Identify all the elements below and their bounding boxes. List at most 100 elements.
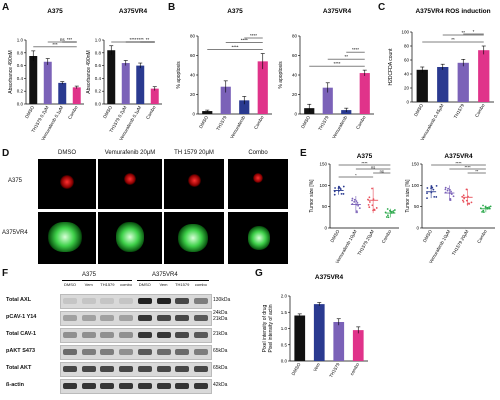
blot-band	[156, 349, 171, 355]
blot-band	[193, 298, 208, 304]
sig-label: *	[473, 29, 475, 34]
chart-a-a375: A375 Absorbance 490nM 0.0 0.2 0.4 0.6 0.8 1.0 DM…	[8, 8, 84, 141]
sig-label: ns	[380, 169, 384, 174]
data-point	[334, 187, 336, 189]
sig-label: ****	[361, 161, 368, 166]
sig-label: **	[451, 37, 455, 42]
blot-band	[137, 349, 152, 355]
y-tick-label: 0.6	[95, 63, 102, 68]
blot-band	[119, 332, 134, 338]
data-point	[465, 199, 468, 202]
x-tick-label: DMSO	[300, 115, 311, 130]
panel-letter-b: B	[168, 2, 176, 13]
y-tick-label: 0	[324, 226, 327, 231]
chart-title: A375VR4	[119, 8, 148, 15]
panel-d-microscopy: DMSO Vemurafenib 20μM TH 1579 20μM Combo…	[0, 150, 300, 268]
bar	[333, 322, 345, 361]
x-tick-label: DMSO	[198, 115, 209, 130]
panel-letter-d: D	[2, 148, 10, 159]
blot-band	[100, 349, 115, 355]
y-axis-label: Pixel intensity of actin	[268, 304, 274, 352]
group-label-a375vr4: A375VR4	[152, 272, 178, 278]
sig-label: ****	[250, 33, 257, 38]
y-tick-label: 100	[319, 183, 327, 188]
data-point	[375, 207, 378, 209]
blot-band	[63, 349, 77, 355]
y-tick-label: 150	[319, 162, 327, 167]
data-point	[392, 210, 395, 212]
bar	[352, 330, 364, 361]
blot-row-label: pCAV-1 Y14	[6, 314, 37, 320]
blot-band	[81, 366, 96, 372]
bar	[220, 86, 231, 114]
blot-strip	[60, 294, 212, 309]
y-tick-label: 0.0	[281, 359, 288, 364]
bar	[478, 50, 490, 102]
y-tick-label: 0.8	[17, 50, 24, 55]
data-point	[340, 192, 343, 195]
y-tick-label: 2.0	[281, 294, 288, 299]
kda-label: 24kDa 21kDa	[213, 310, 228, 322]
blot-band	[137, 332, 152, 338]
blot-band	[119, 366, 134, 372]
y-tick-label: 40	[190, 73, 196, 78]
sig-label: **	[146, 37, 150, 42]
blot-row-label: ß-actin	[6, 382, 25, 388]
chart-title: A375VR4	[323, 8, 352, 15]
data-point	[368, 206, 371, 209]
y-tick-label: 0.4	[95, 76, 102, 81]
y-tick-label: 0	[416, 226, 419, 231]
micro-image-a375-vem	[98, 159, 162, 209]
bar	[43, 61, 52, 104]
data-point	[387, 216, 390, 219]
data-point	[462, 200, 465, 203]
chart-b-a375vr4: A375VR4 % apoptosis 0 20 40 60 80 DMSO TH1579 Vem…	[278, 8, 374, 139]
sig-label: ****	[231, 45, 238, 50]
blot-band	[156, 298, 171, 304]
bar	[457, 62, 469, 102]
y-tick-label: 80	[292, 34, 298, 39]
blot-band	[81, 298, 96, 304]
data-point	[465, 188, 468, 191]
y-tick-label: 20	[292, 92, 298, 97]
blot-band	[175, 349, 190, 355]
data-point	[481, 211, 483, 213]
blot-band	[100, 366, 115, 372]
micro-image-a375-th1579	[164, 159, 224, 209]
panel-letter-c: C	[378, 2, 386, 13]
x-tick-label: Vemurafenib	[229, 115, 246, 140]
bar	[239, 100, 250, 114]
blot-band	[81, 383, 96, 389]
blot-band	[175, 315, 190, 321]
data-point	[450, 190, 452, 193]
lane-label: combo	[194, 282, 207, 287]
lane-label: TH1579	[175, 282, 190, 287]
chart-title: A375	[47, 8, 63, 15]
chart-title: A375VR4	[315, 274, 344, 281]
y-tick-label: 0	[294, 112, 297, 117]
bar	[72, 87, 81, 104]
y-axis-label: Pixel intensity of drug	[262, 305, 268, 353]
blot-strip	[60, 362, 212, 377]
kda-label: 65kDa	[213, 365, 228, 371]
y-tick-label: 1.0	[17, 38, 24, 43]
kda-label: 21kDa	[213, 331, 228, 337]
y-axis-label: Tumor size [%]	[309, 179, 315, 213]
blot-band	[63, 332, 77, 338]
bar	[29, 56, 38, 104]
blot-row-label: Total AKT	[6, 365, 32, 371]
y-tick-label: 40	[404, 72, 410, 77]
y-tick-label: 0.0	[95, 102, 102, 107]
bar	[107, 50, 116, 104]
x-tick-label: DMSO	[422, 229, 433, 244]
x-tick-label: TH1579	[215, 115, 228, 132]
data-point	[482, 209, 485, 212]
data-point	[367, 203, 370, 206]
data-point	[426, 192, 428, 195]
chart-title: A375VR4 ROS induction	[415, 8, 490, 15]
bar	[136, 65, 145, 104]
blot-band	[137, 315, 152, 321]
data-point	[355, 210, 358, 213]
y-axis-label: Absorbance 490nM	[86, 50, 92, 93]
panel-letter-a: A	[2, 2, 10, 13]
